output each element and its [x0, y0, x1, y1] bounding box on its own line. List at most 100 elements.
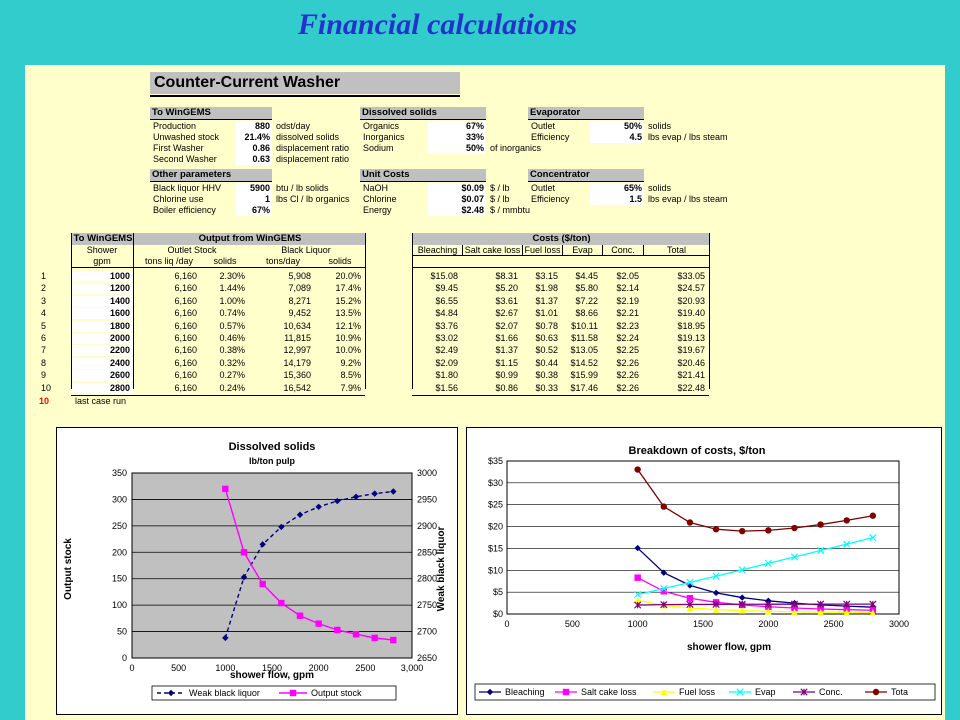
gpm-4[interactable]: 1800 — [109, 320, 130, 331]
chart2-ytick-7: $35 — [488, 456, 503, 466]
other-label-0: Black liquor HHV — [153, 183, 222, 193]
chart2-series-3-point-9 — [869, 534, 877, 542]
to_wingems-value-1[interactable]: 21.4% — [244, 132, 270, 142]
to_wingems-value-3[interactable]: 0.63 — [252, 154, 270, 164]
cost-0-3: $4.45 — [575, 271, 598, 281]
chart1-series-0-point-4 — [296, 511, 304, 518]
gpm-3[interactable]: 1600 — [109, 308, 130, 319]
chart1-series-1-point-5 — [315, 620, 322, 627]
chart1-subtitle: lb/ton pulp — [249, 456, 295, 466]
other-value-0[interactable]: 5900 — [249, 183, 270, 193]
evaporator-label-0: Outlet — [531, 121, 556, 131]
chart1-ytick-6: 300 — [112, 494, 127, 504]
chart2-legend-marker-2 — [660, 688, 668, 696]
unit_costs-value-0[interactable]: $0.09 — [461, 183, 484, 193]
gpm-cell-5 — [72, 333, 133, 344]
solids2-0: 20.0% — [335, 271, 361, 281]
chart2-legend-label-2: Fuel loss — [679, 687, 716, 697]
cost-9-0: $1.56 — [435, 382, 458, 393]
cost-5-2: $0.63 — [535, 333, 558, 343]
row-num-9: 10 — [41, 382, 52, 393]
other-header-rule — [150, 181, 272, 182]
unit_costs-value-1[interactable]: $0.07 — [461, 194, 484, 204]
cost-6-3: $13.05 — [570, 345, 598, 356]
solids2-5: 10.9% — [335, 333, 361, 343]
concentrator-value-0[interactable]: 65% — [623, 183, 642, 193]
gpm-cell-0 — [72, 271, 133, 282]
chart2-series-2-point-9 — [869, 609, 877, 616]
tons-liq-3: 6,160 — [174, 308, 197, 319]
chart2-series-3-line — [637, 537, 874, 596]
chart2-title: Breakdown of costs, $/ton — [629, 445, 766, 457]
chart2-series-2-point-0 — [634, 597, 641, 604]
solids1-1: 1.44% — [219, 283, 245, 294]
chart1-xtick-5: 2500 — [355, 663, 375, 673]
gpm-label: gpm — [93, 256, 111, 266]
chart2-series-1-point-2 — [686, 595, 694, 602]
chart1-ytick-1: 50 — [117, 627, 127, 637]
chart2-xtick-2: 1000 — [628, 619, 648, 629]
chart2-xtick-4: 2000 — [758, 619, 778, 629]
concentrator-label-0: Outlet — [531, 183, 556, 193]
row-num-8: 9 — [41, 370, 47, 381]
other-value-cell-0 — [236, 183, 272, 194]
gpm-9[interactable]: 2800 — [109, 382, 130, 393]
tons-liq-0: 6,160 — [174, 271, 197, 281]
chart1-legend-marker-1 — [289, 689, 297, 697]
cost-6-0: $2.49 — [435, 345, 458, 356]
concentrator-value-1[interactable]: 1.5 — [629, 194, 642, 204]
dissolved-value-2[interactable]: 50% — [465, 143, 484, 153]
tons-day-5: 11,815 — [284, 333, 311, 343]
chart2-legend-label-1: Salt cake loss — [581, 687, 637, 697]
other-value-cell-2 — [236, 205, 272, 216]
chart1-legend-marker-0 — [167, 689, 175, 697]
gpm-1[interactable]: 1200 — [109, 283, 130, 294]
cost-4-4: $2.23 — [616, 320, 639, 331]
subcol-2: tons/day — [265, 256, 301, 266]
chart1-series-0-point-8 — [371, 490, 378, 497]
chart2-series-5-point-6 — [791, 524, 798, 532]
to_wingems-label-0: Production — [153, 121, 197, 131]
chart2-series-2-point-5 — [765, 608, 772, 615]
chart2-series-3-point-6 — [790, 553, 799, 561]
evaporator-value-0[interactable]: 50% — [623, 121, 642, 131]
gpm-7[interactable]: 2400 — [109, 357, 130, 368]
solids1-3: 0.74% — [219, 308, 245, 319]
to_wingems-value-0[interactable]: 880 — [254, 121, 270, 131]
gpm-0[interactable]: 1000 — [109, 271, 130, 281]
chart2-series-2-line — [637, 599, 873, 614]
cost-1-3: $5.80 — [575, 283, 598, 294]
tons-liq-2: 6,160 — [174, 295, 197, 306]
cost-3-3: $8.66 — [575, 308, 598, 319]
other-value-1[interactable]: 1 — [264, 194, 270, 204]
chart1-ytick-5: 250 — [112, 521, 127, 531]
solids1-9: 0.24% — [219, 382, 245, 393]
to_wingems-value-2[interactable]: 0.86 — [252, 143, 270, 153]
slide-title: Financial calculations — [297, 8, 578, 41]
chart2-series-5-point-8 — [843, 517, 850, 524]
gpm-2[interactable]: 1400 — [109, 295, 130, 306]
evaporator-value-1[interactable]: 4.5 — [629, 132, 642, 142]
chart1-ytick-4: 200 — [112, 547, 127, 557]
other-value-2[interactable]: 67% — [251, 205, 270, 215]
cost-5-0: $3.02 — [435, 333, 458, 343]
cost-8-4: $2.26 — [616, 370, 639, 381]
dissolved-value-1[interactable]: 33% — [465, 132, 484, 142]
chart2-xtick-6: 3000 — [889, 619, 909, 629]
table-rule-1 — [412, 255, 709, 256]
solids1-8: 0.27% — [219, 370, 245, 381]
gpm-8[interactable]: 2600 — [109, 370, 130, 381]
cost-3-4: $2.21 — [616, 308, 639, 319]
cost-8-5: $21.41 — [677, 370, 705, 381]
cost-8-1: $0.99 — [495, 370, 518, 381]
chart1-xtick-2: 1000 — [215, 663, 235, 673]
dissolved-label-1: Inorganics — [363, 132, 405, 142]
cost-9-4: $2.26 — [616, 382, 639, 393]
chart1-ytick-0: 0 — [122, 653, 127, 663]
chart1-title: Dissolved solids — [229, 441, 316, 453]
unit_costs-value-2[interactable]: $2.48 — [461, 205, 484, 215]
gpm-6[interactable]: 2200 — [109, 345, 130, 356]
tons-liq-1: 6,160 — [174, 283, 197, 294]
dissolved-value-0[interactable]: 67% — [465, 121, 484, 131]
gpm-5[interactable]: 2000 — [109, 333, 130, 343]
